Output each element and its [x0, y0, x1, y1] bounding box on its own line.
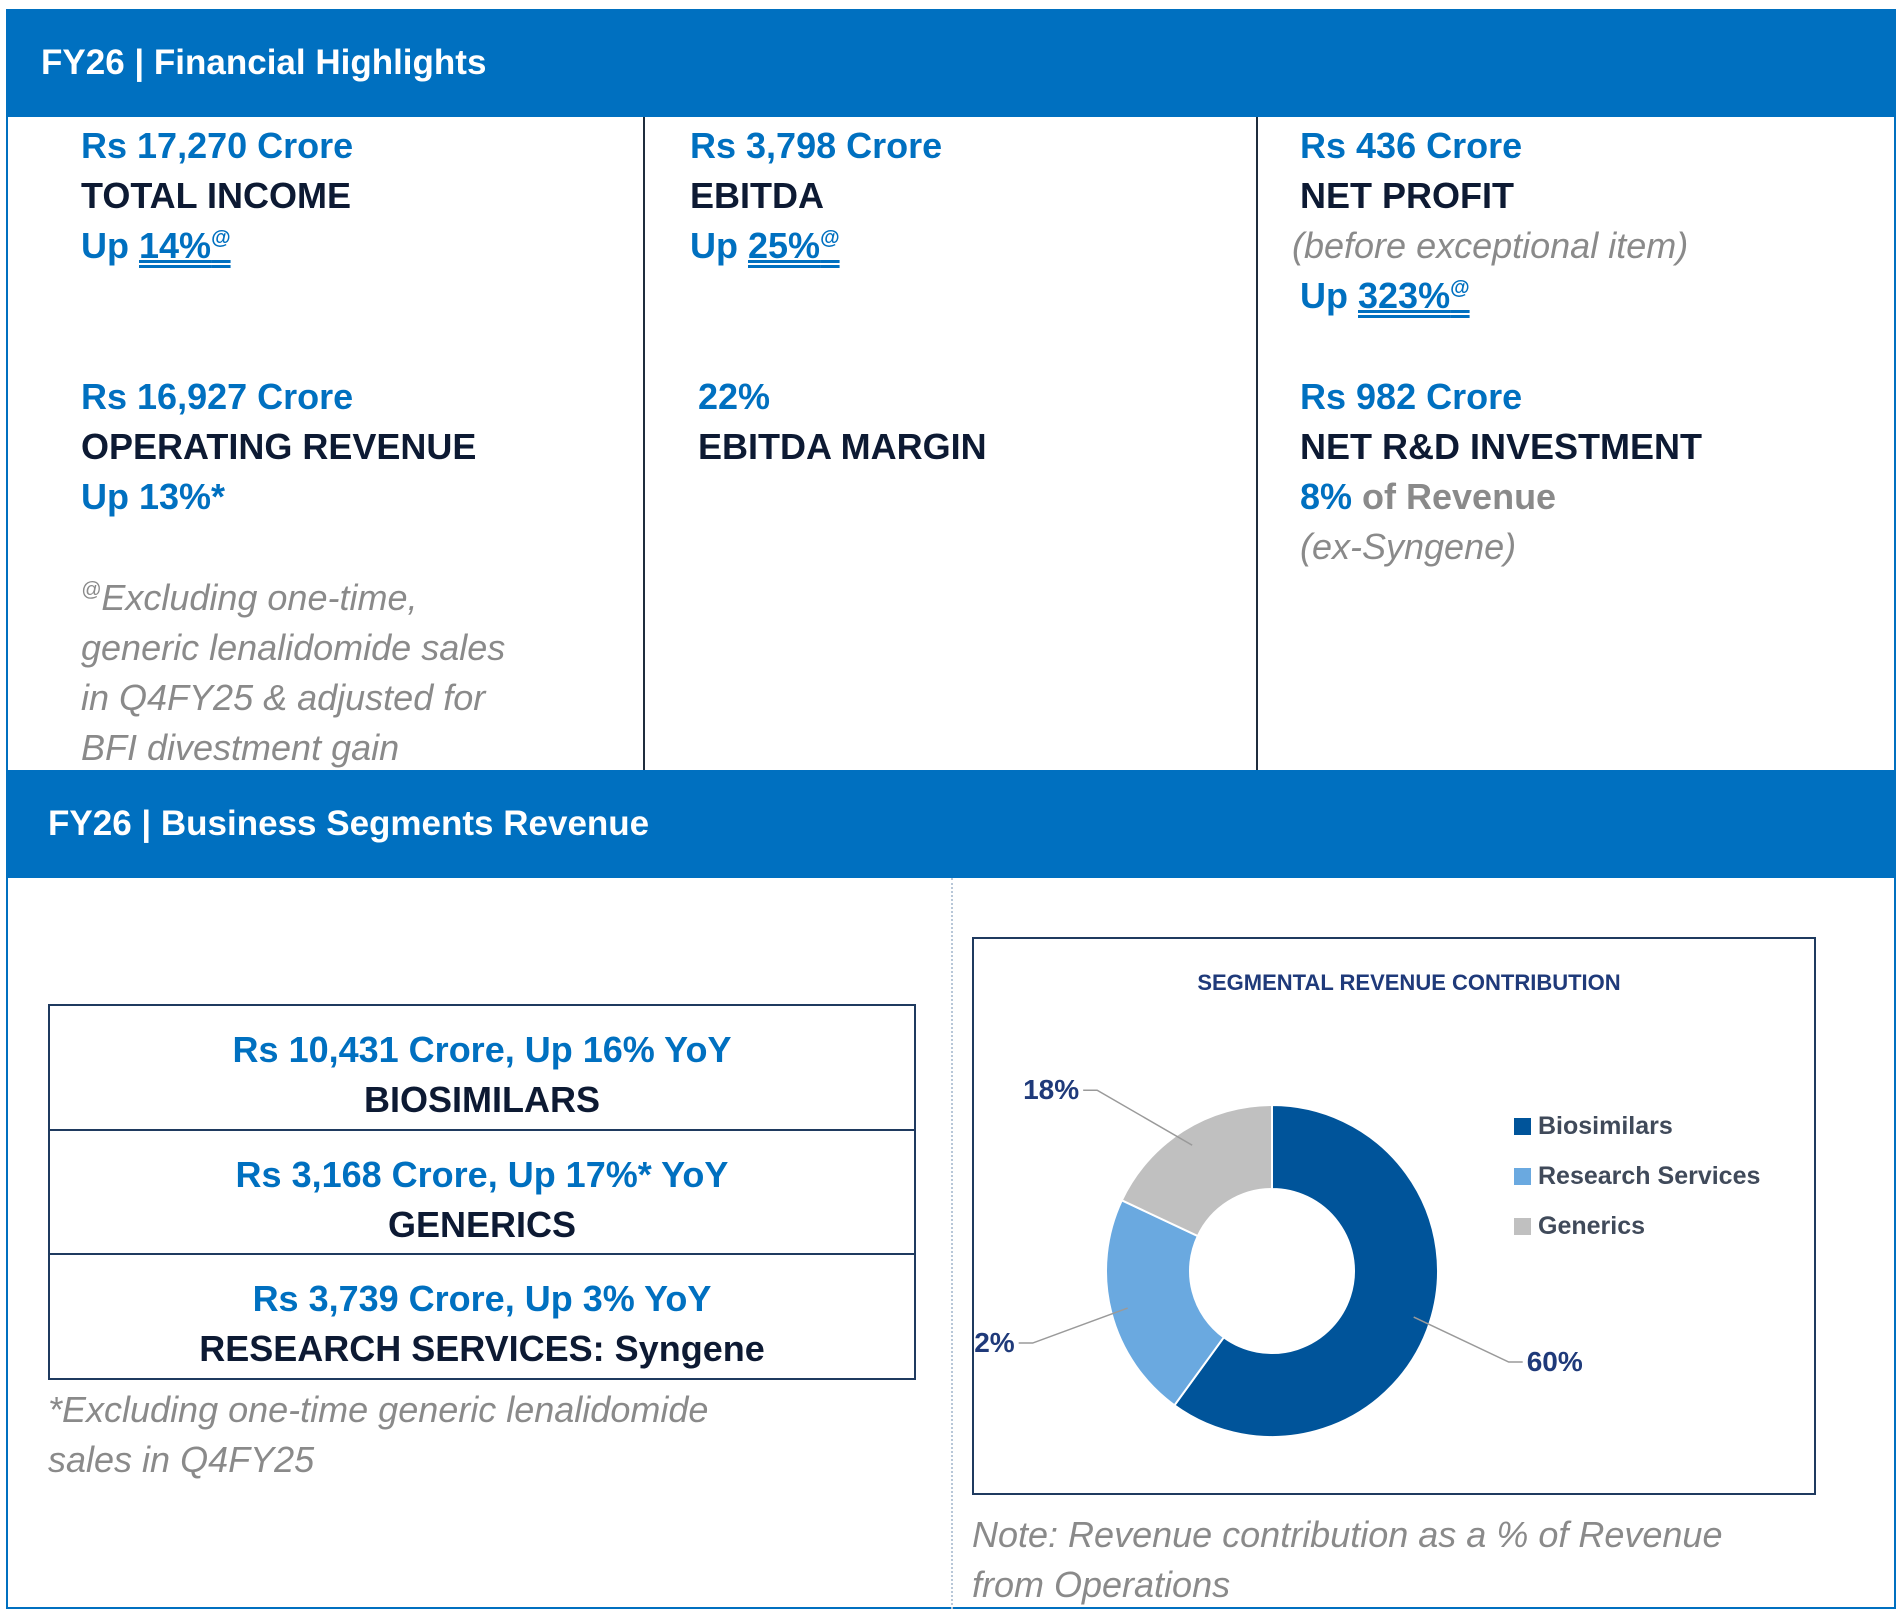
data-label-leader-line	[1413, 1316, 1523, 1363]
highlights-footnote-line: @Excluding one-time,	[81, 573, 505, 623]
segments-dotted-divider	[951, 878, 953, 1609]
segment-row-divider	[50, 1129, 914, 1131]
ebitda-growth-mark: @	[820, 227, 840, 249]
chart-legend: Biosimilars Research Services Generics	[1514, 1112, 1760, 1240]
total-income-block: Rs 17,270 Crore TOTAL INCOME Up 14%@	[81, 121, 353, 271]
segment-value: Rs 3,168 Crore, Up 17%* YoY	[235, 1154, 729, 1195]
net-rd-share-pct: 8%	[1300, 476, 1353, 517]
net-profit-block: Rs 436 Crore NET PROFIT (before exceptio…	[1292, 121, 1688, 321]
donut-slices	[1105, 1103, 1439, 1438]
total-income-value: Rs 17,270 Crore	[81, 125, 354, 166]
net-rd-label: NET R&D INVESTMENT	[1300, 426, 1703, 467]
chart-note-line-1: Note: Revenue contribution as a % of Rev…	[972, 1514, 1723, 1555]
legend-swatch	[1514, 1218, 1531, 1235]
segment-row-generics: Rs 3,168 Crore, Up 17%* YoY GENERICS	[50, 1150, 914, 1250]
segments-footnote: *Excluding one-time generic lenalidomide…	[48, 1385, 708, 1485]
chart-title: SEGMENTAL REVENUE CONTRIBUTION	[1197, 970, 1620, 995]
total-income-growth-prefix: Up	[81, 225, 139, 266]
operating-revenue-value: Rs 16,927 Crore	[81, 376, 354, 417]
ebitda-margin-value: 22%	[698, 376, 771, 417]
segments-table: Rs 10,431 Crore, Up 16% YoY BIOSIMILARS …	[48, 1004, 916, 1380]
segment-name: RESEARCH SERVICES: Syngene	[199, 1328, 765, 1369]
segmental-revenue-chart: SEGMENTAL REVENUE CONTRIBUTION 60% 22% 18%…	[959, 937, 1816, 1495]
legend-label: Generics	[1538, 1212, 1645, 1240]
net-rd-share-suffix: of Revenue	[1352, 476, 1557, 517]
column-divider-2	[1256, 117, 1258, 770]
business-segments-header: FY26 | Business Segments Revenue	[6, 770, 1896, 878]
legend-label: Research Services	[1538, 1162, 1760, 1190]
ebitda-block: Rs 3,798 Crore EBITDA Up 25%@	[690, 121, 942, 271]
ebitda-growth: Up 25%@	[690, 221, 942, 271]
ebitda-margin-block: 22% EBITDA MARGIN	[698, 372, 987, 472]
segment-row-biosimilars: Rs 10,431 Crore, Up 16% YoY BIOSIMILARS	[50, 1025, 914, 1125]
highlights-footnote-line-2: generic lenalidomide sales	[81, 627, 506, 668]
total-income-growth-pct: 14%	[139, 225, 212, 266]
highlights-footnote-line-3: in Q4FY25 & adjusted for	[81, 677, 486, 718]
ebitda-value: Rs 3,798 Crore	[690, 125, 943, 166]
highlights-footnote: @Excluding one-time, generic lenalidomid…	[81, 573, 505, 773]
highlights-footnote-line-4: BFI divestment gain	[81, 727, 400, 768]
net-profit-value: Rs 436 Crore	[1300, 125, 1523, 166]
data-label: 60%	[1527, 1346, 1583, 1377]
segment-row-research-services: Rs 3,739 Crore, Up 3% YoY RESEARCH SERVI…	[50, 1274, 914, 1374]
donut-slice-generics	[1120, 1103, 1273, 1238]
segments-footnote-line-1: *Excluding one-time generic lenalidomide	[48, 1389, 709, 1430]
net-rd-investment-block: Rs 982 Crore NET R&D INVESTMENT 8% of Re…	[1300, 372, 1702, 572]
operating-revenue-label: OPERATING REVENUE	[81, 426, 477, 467]
net-profit-qualifier: (before exceptional item)	[1292, 225, 1689, 266]
segments-footnote-line-2: sales in Q4FY25	[48, 1439, 315, 1480]
net-rd-share: 8% of Revenue	[1300, 472, 1702, 522]
segment-value: Rs 10,431 Crore, Up 16% YoY	[232, 1029, 732, 1070]
operating-revenue-growth: Up 13%*	[81, 476, 226, 517]
segment-row-divider	[50, 1253, 914, 1255]
legend-swatch	[1514, 1118, 1531, 1135]
total-income-growth-mark: @	[211, 227, 231, 249]
net-profit-growth-pct: 323%	[1358, 275, 1451, 316]
segment-name: GENERICS	[387, 1204, 577, 1245]
legend-label: Biosimilars	[1538, 1112, 1673, 1140]
net-rd-value: Rs 982 Crore	[1300, 376, 1523, 417]
segment-name: BIOSIMILARS	[363, 1079, 600, 1120]
net-rd-qualifier: (ex-Syngene)	[1300, 526, 1517, 567]
data-label: 22%	[974, 1327, 1015, 1358]
highlights-footnote-line-1: Excluding one-time,	[101, 577, 418, 618]
ebitda-growth-prefix: Up	[690, 225, 748, 266]
donut-chart-svg: SEGMENTAL REVENUE CONTRIBUTION 60% 22% 18%…	[959, 970, 1760, 1438]
financial-highlights-header: FY26 | Financial Highlights	[6, 9, 1896, 117]
donut-slice-research-services	[1105, 1198, 1226, 1407]
chart-note: Note: Revenue contribution as a % of Rev…	[972, 1510, 1722, 1610]
total-income-label: TOTAL INCOME	[81, 175, 351, 216]
total-income-growth: Up 14%@	[81, 221, 353, 271]
data-label-leader-line	[1018, 1307, 1128, 1344]
net-profit-growth-prefix: Up	[1300, 275, 1358, 316]
ebitda-margin-label: EBITDA MARGIN	[698, 426, 987, 467]
segment-value: Rs 3,739 Crore, Up 3% YoY	[252, 1278, 712, 1319]
net-profit-growth: Up 323%@	[1300, 271, 1688, 321]
chart-note-line-2: from Operations	[972, 1564, 1231, 1605]
net-profit-label: NET PROFIT	[1300, 175, 1514, 216]
column-divider-1	[643, 117, 645, 770]
net-profit-growth-mark: @	[1450, 277, 1470, 299]
total-income-growth-value: 14%@	[139, 225, 231, 266]
ebitda-label: EBITDA	[690, 175, 824, 216]
net-profit-growth-value: 323%@	[1358, 275, 1470, 316]
data-label: 18%	[1023, 1074, 1079, 1105]
ebitda-growth-pct: 25%	[748, 225, 821, 266]
donut-slice-biosimilars	[1173, 1103, 1439, 1438]
ebitda-growth-value: 25%@	[748, 225, 840, 266]
operating-revenue-block: Rs 16,927 Crore OPERATING REVENUE Up 13%…	[81, 372, 476, 522]
data-label-leader-line	[1083, 1089, 1193, 1146]
highlights-footnote-mark: @	[81, 579, 102, 601]
legend-swatch	[1514, 1168, 1531, 1185]
